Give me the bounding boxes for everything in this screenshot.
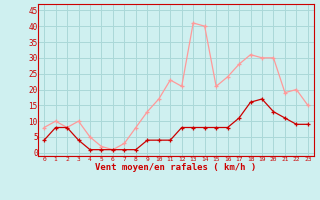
X-axis label: Vent moyen/en rafales ( km/h ): Vent moyen/en rafales ( km/h )	[95, 163, 257, 172]
